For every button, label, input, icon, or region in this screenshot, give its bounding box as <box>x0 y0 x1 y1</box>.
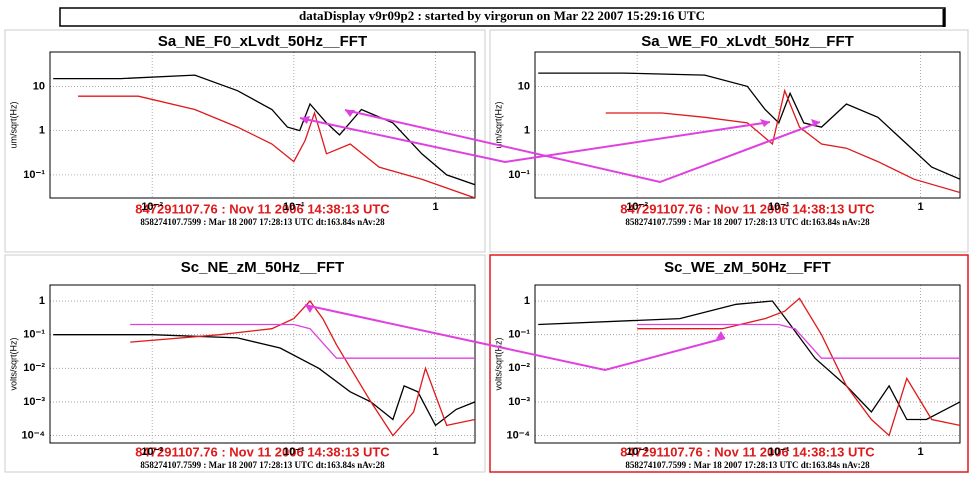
x-tick-label: 10⁻¹ <box>768 446 790 458</box>
y-tick-label: 1 <box>524 295 530 307</box>
y-tick-label: 10⁻³ <box>508 396 530 408</box>
chart-footnote: 858274107.7599 : Mar 18 2007 17:28:13 UT… <box>140 460 385 470</box>
arrow <box>304 304 726 372</box>
y-axis-label: volts/sqrt(Hz) <box>8 337 18 390</box>
series-line <box>637 323 960 359</box>
x-tick-label: 10⁻¹ <box>283 201 305 213</box>
chart-footnote: 858274107.7599 : Mar 18 2007 17:28:13 UT… <box>625 460 870 470</box>
y-tick-label: 10 <box>33 80 45 92</box>
chart-subtitle: 847291107.76 : Nov 11 2006 14:38:13 UTC <box>135 201 390 216</box>
plot-frame <box>534 51 961 199</box>
series-line <box>130 299 475 437</box>
y-tick-label: 10⁻² <box>23 362 45 374</box>
x-tick-label: 1 <box>432 446 438 458</box>
y-tick-label: 10⁻⁴ <box>22 429 45 441</box>
chart-subtitle: 847291107.76 : Nov 11 2006 14:38:13 UTC <box>135 444 390 459</box>
y-tick-label: 10⁻¹ <box>23 329 45 341</box>
plot-frame <box>49 284 476 444</box>
x-tick-label: 10⁻² <box>626 446 648 458</box>
y-axis-label: um/sqrt(Hz) <box>8 101 18 148</box>
series-line <box>53 74 475 186</box>
series-line <box>637 297 960 437</box>
series-line <box>538 300 960 421</box>
banner-title: dataDisplay v9r09p2 : started by virgoru… <box>299 8 705 23</box>
x-tick-label: 1 <box>432 201 438 213</box>
y-axis-label: um/sqrt(Hz) <box>493 101 503 148</box>
panel <box>489 254 969 473</box>
y-tick-label: 10⁻¹ <box>508 169 530 181</box>
chart-footnote: 858274107.7599 : Mar 18 2007 17:28:13 UT… <box>625 217 870 227</box>
y-axis-label: volts/sqrt(Hz) <box>493 337 503 390</box>
series-line <box>538 72 960 180</box>
chart-subtitle: 847291107.76 : Nov 11 2006 14:38:13 UTC <box>620 444 875 459</box>
y-tick-label: 1 <box>524 125 530 137</box>
x-tick-label: 10⁻¹ <box>283 446 305 458</box>
y-tick-label: 10⁻⁴ <box>507 429 530 441</box>
chart-title: Sc_WE_zM_50Hz__FFT <box>664 259 831 276</box>
plot-frame <box>49 51 476 199</box>
y-tick-label: 10 <box>518 80 530 92</box>
plots: Sa_NE_F0_xLvdt_50Hz__FFT 847291107.76 : N… <box>4 29 969 473</box>
series-line <box>130 323 475 359</box>
x-tick-label: 10⁻² <box>626 201 648 213</box>
panel <box>489 29 969 253</box>
x-tick-label: 10⁻² <box>141 201 163 213</box>
chart-title: Sa_WE_F0_xLvdt_50Hz__FFT <box>641 33 854 50</box>
x-tick-label: 1 <box>917 446 923 458</box>
y-tick-label: 10⁻³ <box>23 396 45 408</box>
chart-footnote: 858274107.7599 : Mar 18 2007 17:28:13 UT… <box>140 217 385 227</box>
x-tick-label: 10⁻² <box>141 446 163 458</box>
y-tick-label: 10⁻¹ <box>23 169 45 181</box>
panel <box>4 254 486 473</box>
arrow <box>299 117 771 164</box>
arrow <box>344 109 821 184</box>
y-tick-label: 1 <box>39 295 45 307</box>
series-line <box>78 95 475 198</box>
series-line <box>605 88 960 194</box>
plot-frame <box>534 284 961 444</box>
x-tick-label: 10⁻¹ <box>768 201 790 213</box>
chart-title: Sa_NE_F0_xLvdt_50Hz__FFT <box>158 33 367 50</box>
chart-subtitle: 847291107.76 : Nov 11 2006 14:38:13 UTC <box>620 201 875 216</box>
chart-title: Sc_NE_zM_50Hz__FFT <box>181 259 344 276</box>
y-tick-label: 1 <box>39 125 45 137</box>
annotations <box>299 109 821 372</box>
x-tick-label: 1 <box>917 201 923 213</box>
y-tick-label: 10⁻¹ <box>508 329 530 341</box>
y-tick-label: 10⁻² <box>508 362 530 374</box>
